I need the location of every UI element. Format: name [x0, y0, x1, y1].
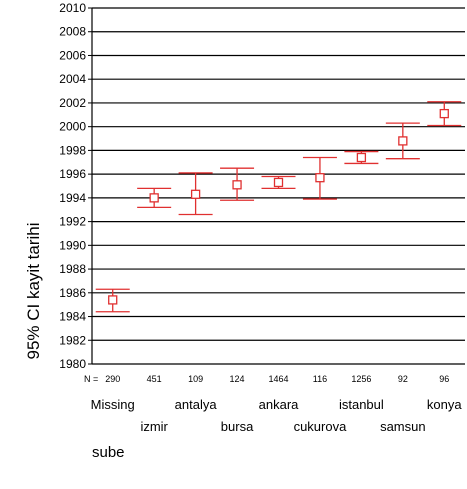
y-tick-label: 1980: [59, 357, 86, 371]
n-count-label: 451: [147, 374, 162, 384]
x-category-label: istanbul: [339, 397, 384, 412]
y-tick-label: 1992: [59, 215, 86, 229]
mean-marker: [232, 180, 242, 190]
error-bar: [427, 101, 462, 127]
x-category-label: ankara: [259, 397, 300, 412]
y-axis: 1980 1982 1984 1986 1988 1990 1992 1994 1996 1998…: [59, 1, 93, 371]
y-tick-label: 1988: [59, 262, 86, 276]
mean-marker: [108, 295, 118, 305]
y-tick-label: 1984: [59, 310, 86, 324]
x-category-label: cukurova: [294, 419, 348, 434]
error-bar: [137, 187, 172, 209]
error-bar: [385, 122, 420, 160]
n-count-label: 116: [313, 374, 327, 384]
n-prefix-label: N =: [84, 374, 98, 384]
error-bar: [261, 175, 296, 190]
y-tick-label: 1982: [59, 333, 86, 347]
y-tick-label: 1996: [59, 167, 86, 181]
y-tick-label: 1994: [59, 191, 86, 205]
y-tick-label: 1986: [59, 286, 86, 300]
x-category-label: konya: [427, 397, 462, 412]
error-bar: [178, 172, 213, 216]
x-category-label: antalya: [175, 397, 218, 412]
error-bar: [95, 288, 130, 313]
x-axis: 290 451 109 124 1464 116 1256 92 96Missingizmira…: [91, 374, 463, 434]
n-count-label: 1464: [268, 374, 288, 384]
y-axis-label: 95% CI kayit tarihi: [24, 223, 43, 360]
x-category-label: Missing: [91, 397, 135, 412]
n-count-label: 1256: [351, 374, 371, 384]
x-category-label: izmir: [140, 419, 168, 434]
x-category-label: bursa: [221, 419, 254, 434]
gridlines: [92, 7, 465, 365]
y-tick-label: 1990: [59, 238, 86, 252]
n-count-label: 92: [398, 374, 408, 384]
x-category-label: samsun: [380, 419, 426, 434]
mean-marker: [356, 152, 367, 163]
n-count-label: 290: [105, 374, 120, 384]
mean-marker: [149, 193, 159, 203]
error-bar: [220, 167, 255, 201]
y-tick-label: 2008: [59, 25, 86, 39]
error-bar: [344, 150, 379, 165]
n-count-label: 96: [439, 374, 449, 384]
y-tick-label: 2004: [59, 72, 86, 86]
error-bars: [95, 101, 462, 313]
x-axis-label: sube: [92, 444, 125, 461]
y-tick-label: 2002: [59, 96, 86, 110]
y-tick-label: 2010: [59, 1, 86, 15]
mean-marker: [315, 173, 325, 183]
mean-marker: [439, 108, 449, 119]
n-count-label: 124: [230, 374, 245, 384]
error-bar: [302, 156, 337, 200]
y-tick-label: 1998: [59, 143, 86, 157]
mean-marker: [190, 189, 201, 199]
mean-marker: [273, 177, 284, 188]
n-count-label: 109: [188, 374, 203, 384]
y-tick-label: 2000: [59, 120, 86, 134]
mean-marker: [398, 136, 408, 146]
y-tick-label: 2006: [59, 48, 86, 62]
